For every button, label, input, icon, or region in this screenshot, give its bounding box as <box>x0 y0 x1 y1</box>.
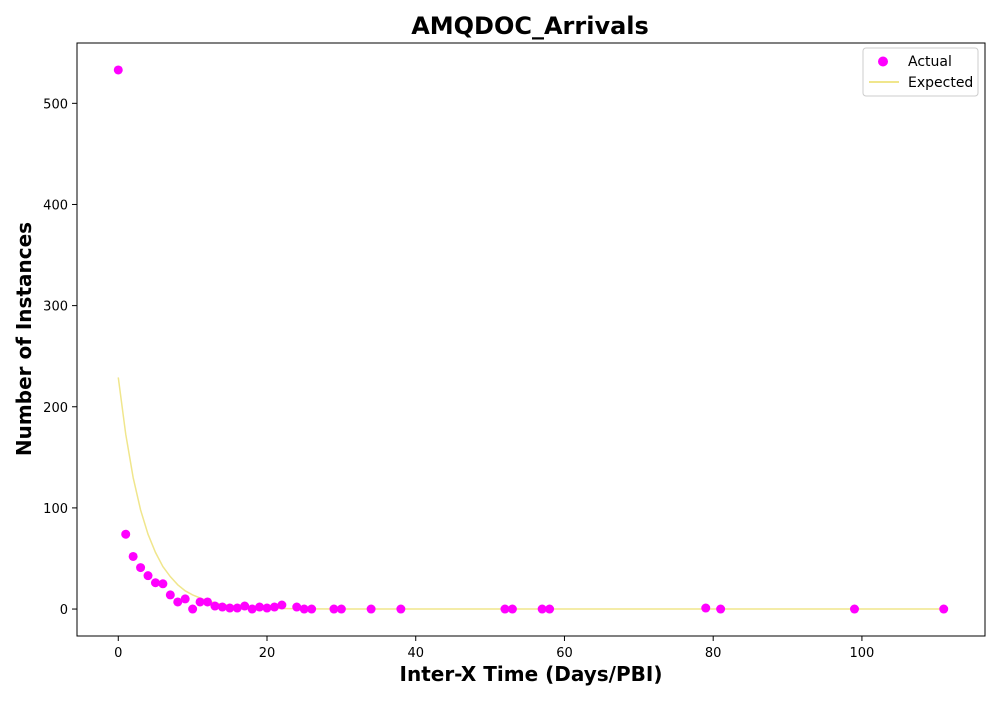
actual-point <box>396 604 406 614</box>
actual-point <box>173 597 183 607</box>
actual-point <box>701 603 711 613</box>
actual-point <box>939 604 949 614</box>
actual-point <box>269 602 279 612</box>
actual-point <box>225 603 235 613</box>
actual-point <box>165 590 175 600</box>
actual-point <box>143 571 153 581</box>
x-tick-label: 100 <box>850 646 875 661</box>
actual-point <box>195 597 205 607</box>
actual-point <box>262 603 272 613</box>
actual-point <box>121 529 131 539</box>
actual-point <box>188 604 198 614</box>
actual-point <box>545 604 555 614</box>
legend-actual-marker <box>878 56 888 67</box>
x-tick-label: 40 <box>407 646 424 661</box>
actual-point <box>299 604 309 614</box>
y-tick-label: 0 <box>60 603 68 618</box>
y-axis-label: Number of Instances <box>12 222 36 456</box>
actual-point <box>329 604 339 614</box>
actual-point <box>217 602 227 612</box>
actual-point <box>307 604 317 614</box>
actual-point <box>240 601 250 611</box>
x-tick-label: 80 <box>705 646 722 661</box>
legend-box <box>862 47 979 97</box>
x-tick-label: 60 <box>556 646 573 661</box>
actual-point <box>136 563 146 573</box>
actual-point <box>336 604 346 614</box>
actual-point <box>849 604 859 614</box>
actual-point <box>255 602 265 612</box>
x-axis-label: Inter-X Time (Days/PBI) <box>400 662 663 686</box>
axes-frame <box>76 42 986 637</box>
x-tick-label: 20 <box>259 646 276 661</box>
actual-point <box>128 551 138 561</box>
actual-point <box>277 600 287 610</box>
actual-point <box>716 604 726 614</box>
actual-point <box>292 602 302 612</box>
actual-point <box>180 594 190 604</box>
y-tick-label: 200 <box>43 401 68 416</box>
actual-point <box>537 604 547 614</box>
legend-actual-label: Actual <box>908 54 952 70</box>
actual-point <box>366 604 376 614</box>
legend: Actual Expected <box>862 47 979 97</box>
actual-point <box>113 65 123 75</box>
y-tick-label: 100 <box>43 502 68 517</box>
chart-title: AMQDOC_Arrivals <box>411 12 649 40</box>
y-tick-label: 300 <box>43 300 68 315</box>
actual-point <box>150 578 160 588</box>
actual-point <box>247 604 257 614</box>
plot-area: 0 20 40 60 80 100 0 100 200 300 400 500 <box>43 42 986 661</box>
actual-point <box>500 604 510 614</box>
actual-point <box>232 603 242 613</box>
actual-point <box>210 601 220 611</box>
x-tick-label: 0 <box>114 646 122 661</box>
y-tick-label: 400 <box>43 198 68 213</box>
y-tick-label: 500 <box>43 97 68 112</box>
actual-point <box>203 597 213 607</box>
actual-point <box>158 579 168 589</box>
actual-point <box>507 604 517 614</box>
legend-expected-label: Expected <box>908 75 973 91</box>
